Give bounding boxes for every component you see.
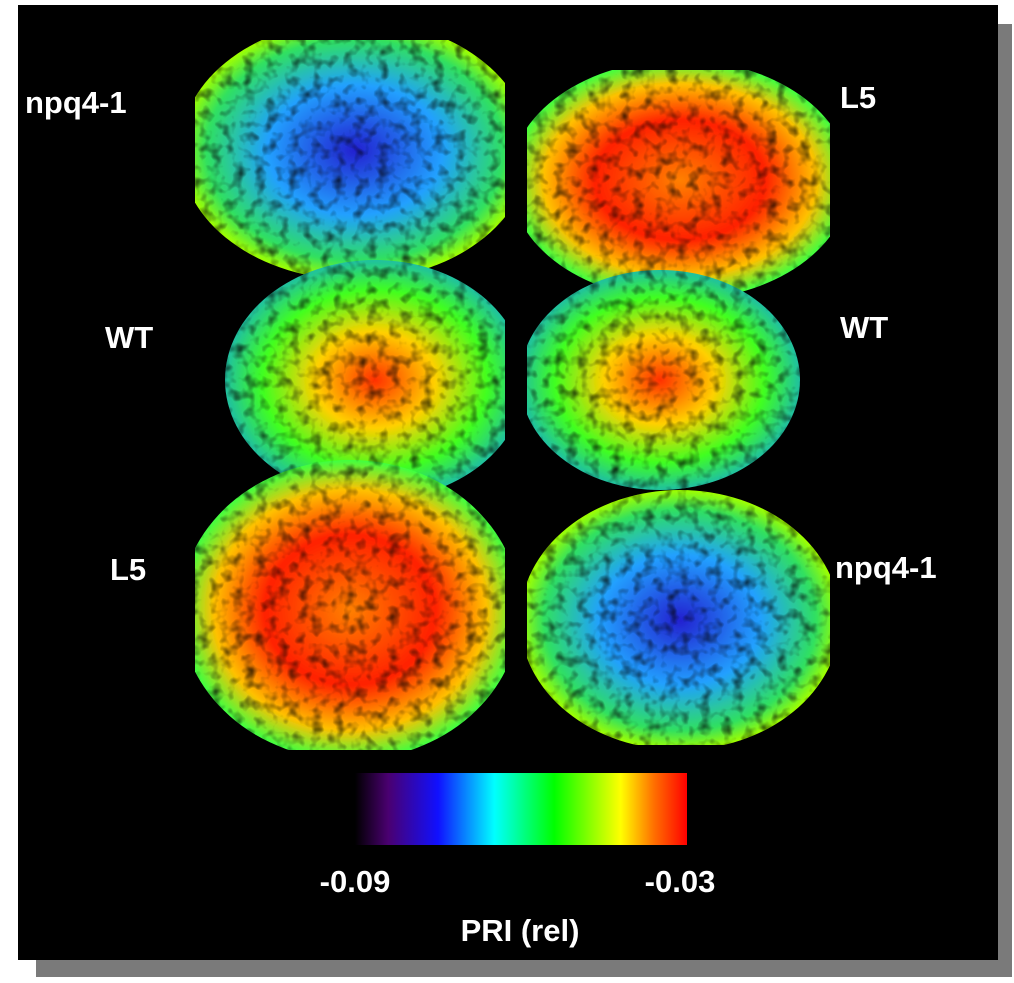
- plant-label: npq4-1: [835, 550, 937, 585]
- plant-label: WT: [105, 320, 153, 355]
- plant-image: [520, 270, 800, 490]
- plant-image: [180, 20, 530, 280]
- colorbar-max-label: -0.03: [645, 864, 716, 899]
- plant-label: L5: [110, 552, 146, 587]
- plant-label: npq4-1: [25, 85, 127, 120]
- plant-label: L5: [840, 80, 876, 115]
- colorbar-min-label: -0.09: [320, 864, 391, 899]
- colorbar-title: PRI (rel): [461, 913, 580, 948]
- plant-image: [510, 60, 850, 300]
- plant-image: [180, 460, 520, 760]
- plant-label: WT: [840, 310, 888, 345]
- figure: npq4-1 WT L5 L5 WT npq4-1 -0.09 -0.03 PR…: [0, 0, 1014, 983]
- left-plants: [180, 20, 530, 760]
- plant-image: [520, 490, 840, 750]
- page: {"left_labels": ["npq4-1", "WT", "L5"], …: [0, 0, 1014, 983]
- colorbar: [355, 773, 687, 845]
